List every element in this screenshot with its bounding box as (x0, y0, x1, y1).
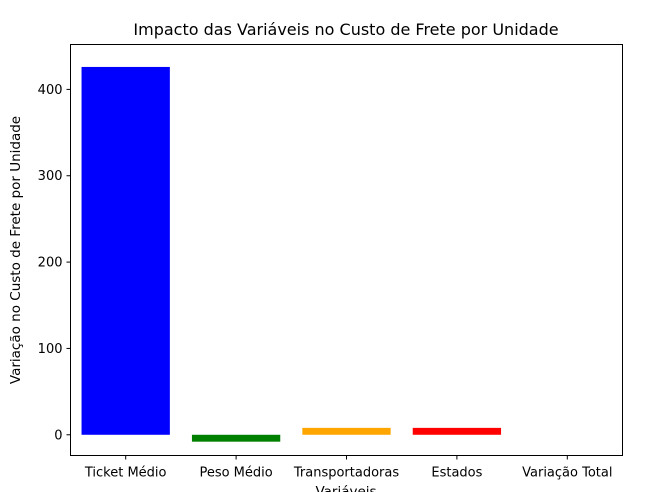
y-axis-label: Variação no Custo de Frete por Unidade (8, 116, 24, 384)
y-tick-label: 400 (38, 83, 63, 98)
y-axis-ticks: 0 100 200 300 400 (38, 83, 71, 443)
y-tick-label: 200 (38, 256, 63, 271)
bar-4 (412, 427, 502, 435)
x-tick-label: Transportadoras (293, 466, 399, 481)
y-tick-label: 0 (54, 428, 62, 443)
x-tick-label: Variação Total (522, 466, 612, 481)
chart-title: Impacto das Variáveis no Custo de Frete … (133, 20, 558, 39)
x-axis-ticks: Ticket Médio Peso Médio Transportadoras Est… (84, 455, 612, 481)
bars-group (81, 66, 502, 442)
x-axis-label: Variáveis (315, 484, 376, 492)
y-tick-label: 300 (38, 169, 63, 184)
bar-2 (191, 434, 281, 442)
y-tick-label: 100 (38, 342, 63, 357)
x-tick-label: Estados (431, 466, 482, 481)
plot-frame (70, 44, 623, 456)
x-tick-label: Ticket Médio (84, 466, 167, 481)
bar-3 (302, 427, 391, 435)
bar-1 (81, 66, 170, 435)
x-tick-label: Peso Médio (199, 466, 272, 481)
